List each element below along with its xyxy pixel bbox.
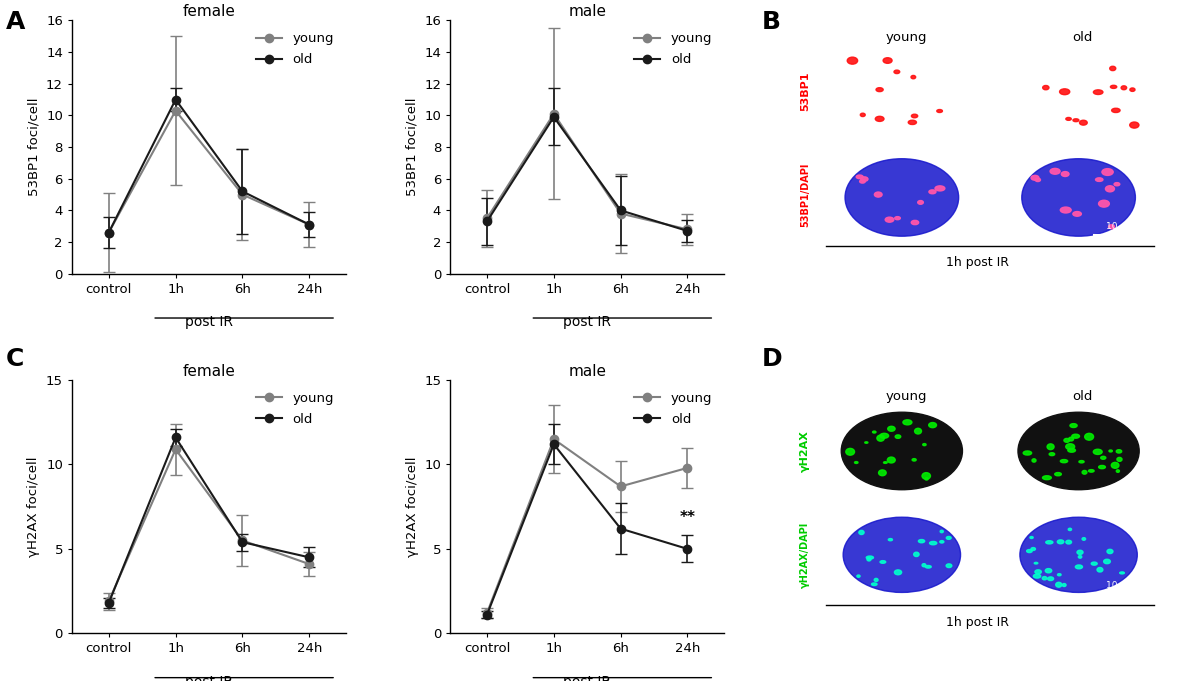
X-axis label: post IR: post IR [563, 315, 611, 329]
Legend: young, old: young, old [629, 387, 718, 431]
Text: young: young [886, 31, 926, 44]
Text: old: old [1073, 390, 1093, 403]
Legend: young, old: young, old [251, 387, 340, 431]
Text: γH2AX/DAPI: γH2AX/DAPI [800, 522, 810, 588]
Text: young: young [886, 390, 926, 403]
Text: B: B [762, 10, 781, 34]
Y-axis label: 53BP1 foci/cell: 53BP1 foci/cell [406, 98, 419, 196]
Text: 1h post IR: 1h post IR [946, 256, 1009, 269]
Title: female: female [182, 4, 235, 19]
Title: male: male [569, 364, 606, 379]
Title: female: female [182, 364, 235, 379]
Title: male: male [569, 4, 606, 19]
Text: 1h post IR: 1h post IR [946, 616, 1009, 629]
X-axis label: post IR: post IR [185, 675, 233, 681]
Y-axis label: 53BP1 foci/cell: 53BP1 foci/cell [28, 98, 41, 196]
Text: 53BP1: 53BP1 [800, 72, 810, 111]
Text: **: ** [679, 510, 696, 525]
Text: C: C [6, 347, 24, 371]
Text: D: D [762, 347, 782, 371]
Text: old: old [1073, 31, 1093, 44]
X-axis label: post IR: post IR [563, 675, 611, 681]
Y-axis label: γH2AX foci/cell: γH2AX foci/cell [28, 456, 41, 557]
Y-axis label: γH2AX foci/cell: γH2AX foci/cell [406, 456, 419, 557]
Text: 53BP1/DAPI: 53BP1/DAPI [800, 163, 810, 227]
Legend: young, old: young, old [629, 27, 718, 72]
Text: γH2AX: γH2AX [800, 430, 810, 472]
Text: A: A [6, 10, 25, 34]
X-axis label: post IR: post IR [185, 315, 233, 329]
Legend: young, old: young, old [251, 27, 340, 72]
